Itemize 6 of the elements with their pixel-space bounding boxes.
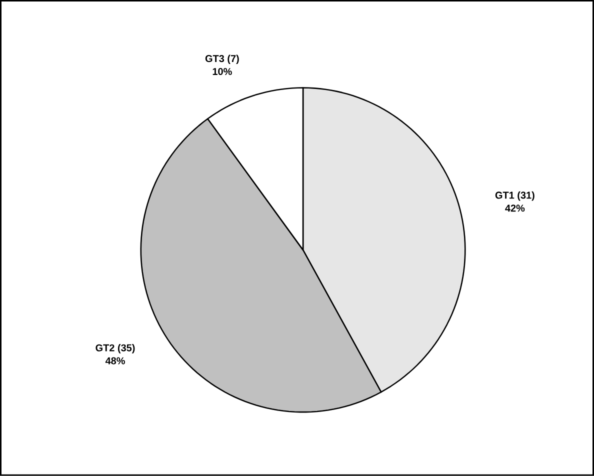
slice-label: GT3 (7) <box>205 54 239 64</box>
slice-label: GT2 (35) <box>96 344 135 354</box>
slice-label: GT1 (31) <box>495 191 534 201</box>
data-label: 48% <box>105 357 125 364</box>
data-label: 10% <box>212 68 232 76</box>
data-label: 42% <box>505 204 525 212</box>
